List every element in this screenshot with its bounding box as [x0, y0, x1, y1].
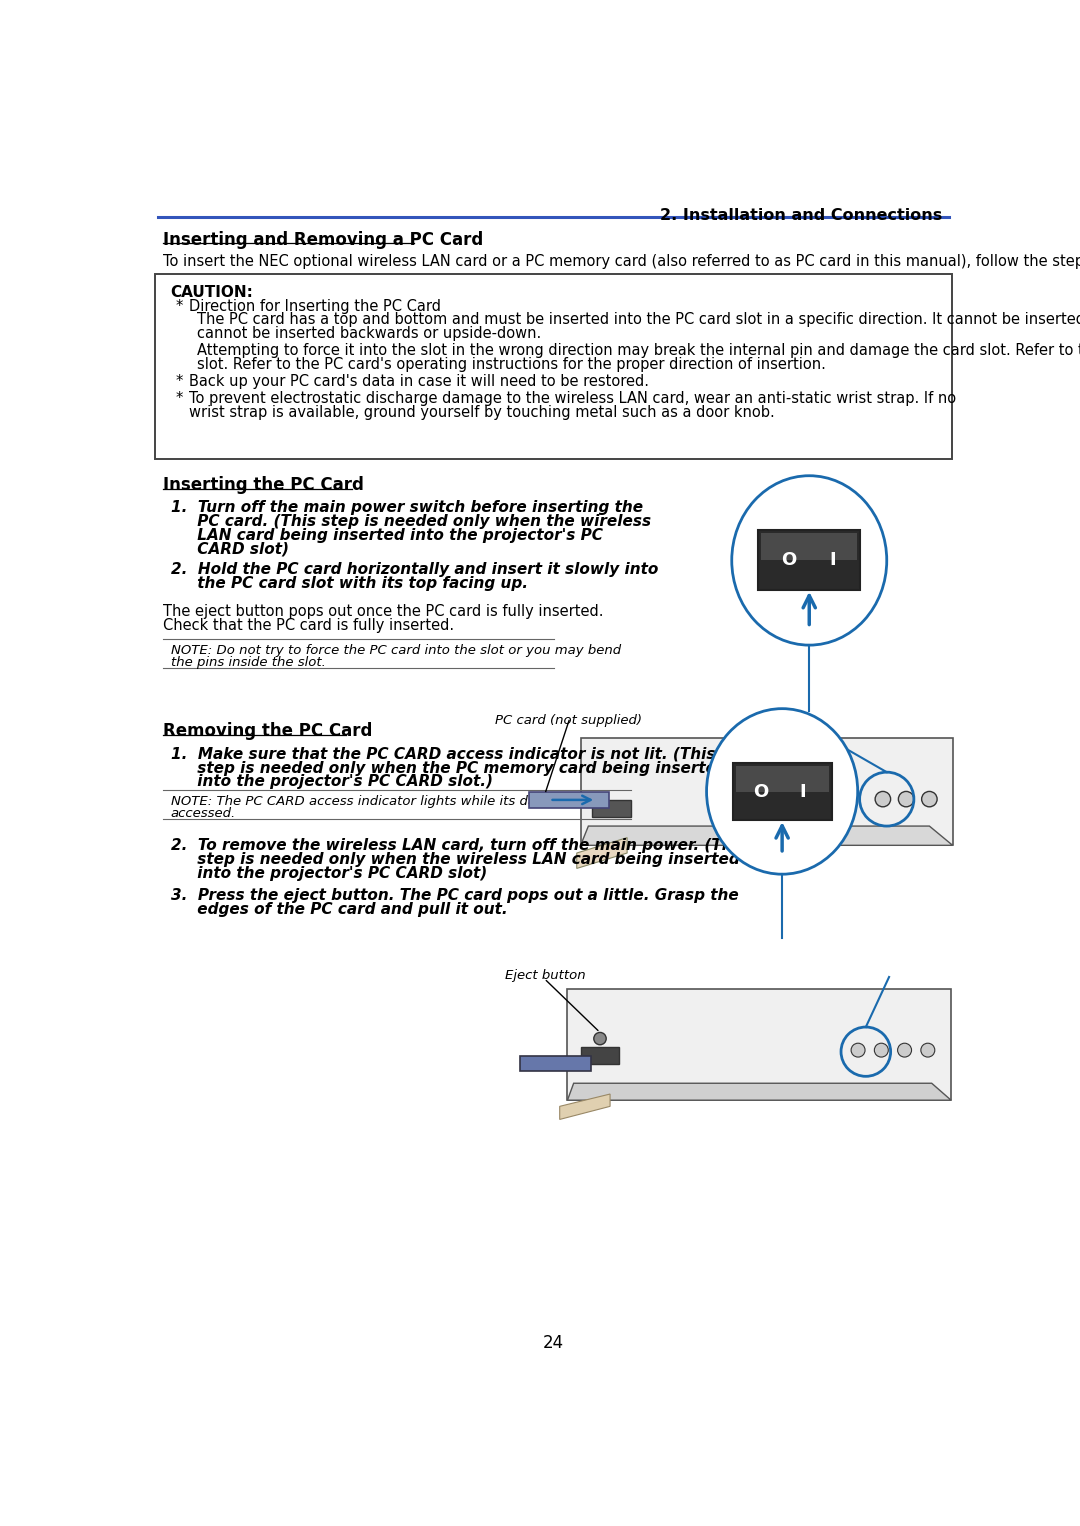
Text: NOTE: Do not try to force the PC card into the slot or you may bend: NOTE: Do not try to force the PC card in… [171, 644, 621, 658]
FancyBboxPatch shape [529, 792, 608, 807]
Text: the PC card slot with its top facing up.: the PC card slot with its top facing up. [171, 575, 528, 591]
FancyBboxPatch shape [592, 800, 631, 816]
Text: *: * [175, 299, 183, 314]
Text: O: O [781, 551, 796, 569]
Text: slot. Refer to the PC card's operating instructions for the proper direction of : slot. Refer to the PC card's operating i… [197, 357, 826, 372]
Text: step is needed only when the wireless LAN card being inserted: step is needed only when the wireless LA… [171, 852, 740, 867]
Circle shape [899, 792, 914, 807]
FancyBboxPatch shape [581, 1047, 619, 1064]
Text: Eject button: Eject button [505, 969, 586, 983]
Circle shape [875, 1044, 889, 1058]
Text: NOTE: The PC CARD access indicator lights while its data is being: NOTE: The PC CARD access indicator light… [171, 795, 605, 809]
FancyBboxPatch shape [735, 766, 828, 792]
Text: CAUTION:: CAUTION: [171, 285, 254, 299]
Text: 1.  Make sure that the PC CARD access indicator is not lit. (This: 1. Make sure that the PC CARD access ind… [171, 746, 715, 761]
FancyBboxPatch shape [732, 763, 832, 819]
FancyBboxPatch shape [761, 533, 858, 560]
Circle shape [851, 1044, 865, 1058]
Text: Inserting and Removing a PC Card: Inserting and Removing a PC Card [163, 230, 483, 249]
Text: LAN card being inserted into the projector's PC: LAN card being inserted into the project… [171, 528, 603, 543]
Text: step is needed only when the PC memory card being inserted: step is needed only when the PC memory c… [171, 760, 727, 775]
Text: PC card (not supplied): PC card (not supplied) [496, 714, 643, 728]
Text: 24: 24 [543, 1334, 564, 1352]
Text: edges of the PC card and pull it out.: edges of the PC card and pull it out. [171, 902, 508, 917]
FancyBboxPatch shape [567, 989, 951, 1100]
Text: into the projector's PC CARD slot): into the projector's PC CARD slot) [171, 867, 487, 881]
Circle shape [921, 792, 937, 807]
Text: wrist strap is available, ground yourself by touching metal such as a door knob.: wrist strap is available, ground yoursel… [189, 404, 775, 420]
Text: Removing the PC Card: Removing the PC Card [163, 722, 373, 740]
FancyBboxPatch shape [581, 737, 953, 845]
Text: PC card. (This step is needed only when the wireless: PC card. (This step is needed only when … [171, 514, 651, 530]
Polygon shape [577, 838, 627, 868]
Text: The eject button pops out once the PC card is fully inserted.: The eject button pops out once the PC ca… [163, 604, 604, 620]
Circle shape [875, 792, 891, 807]
Text: accessed.: accessed. [171, 807, 235, 819]
Text: 2. Installation and Connections: 2. Installation and Connections [660, 208, 943, 223]
Text: cannot be inserted backwards or upside-down.: cannot be inserted backwards or upside-d… [197, 327, 541, 342]
Text: I: I [799, 783, 807, 801]
Text: 3.  Press the eject button. The PC card pops out a little. Grasp the: 3. Press the eject button. The PC card p… [171, 888, 739, 903]
FancyBboxPatch shape [156, 275, 951, 459]
Text: *: * [175, 391, 183, 406]
Text: Inserting the PC Card: Inserting the PC Card [163, 476, 364, 494]
Text: 1.  Turn off the main power switch before inserting the: 1. Turn off the main power switch before… [171, 501, 643, 516]
Text: O: O [754, 783, 769, 801]
Circle shape [921, 1044, 935, 1058]
Text: Direction for Inserting the PC Card: Direction for Inserting the PC Card [189, 299, 442, 314]
Circle shape [897, 1044, 912, 1058]
Text: Check that the PC card is fully inserted.: Check that the PC card is fully inserted… [163, 618, 454, 633]
Text: 2.  Hold the PC card horizontally and insert it slowly into: 2. Hold the PC card horizontally and ins… [171, 562, 658, 577]
Text: CARD slot): CARD slot) [171, 542, 288, 557]
Circle shape [594, 1033, 606, 1045]
Text: 2.  To remove the wireless LAN card, turn off the main power. (This: 2. To remove the wireless LAN card, turn… [171, 838, 746, 853]
Polygon shape [581, 826, 953, 845]
Text: To prevent electrostatic discharge damage to the wireless LAN card, wear an anti: To prevent electrostatic discharge damag… [189, 391, 957, 406]
Text: Attempting to force it into the slot in the wrong direction may break the intern: Attempting to force it into the slot in … [197, 343, 1080, 359]
Polygon shape [567, 1083, 951, 1100]
Text: To insert the NEC optional wireless LAN card or a PC memory card (also referred : To insert the NEC optional wireless LAN … [163, 253, 1080, 269]
Text: Back up your PC card's data in case it will need to be restored.: Back up your PC card's data in case it w… [189, 374, 649, 389]
Ellipse shape [732, 476, 887, 645]
Text: *: * [175, 374, 183, 389]
Text: into the projector's PC CARD slot.): into the projector's PC CARD slot.) [171, 775, 492, 789]
Polygon shape [559, 1094, 610, 1120]
Text: the pins inside the slot.: the pins inside the slot. [171, 656, 325, 668]
FancyBboxPatch shape [521, 1056, 592, 1071]
FancyBboxPatch shape [758, 531, 861, 589]
Text: The PC card has a top and bottom and must be inserted into the PC card slot in a: The PC card has a top and bottom and mus… [197, 313, 1080, 328]
Text: I: I [829, 551, 836, 569]
Ellipse shape [706, 708, 858, 874]
